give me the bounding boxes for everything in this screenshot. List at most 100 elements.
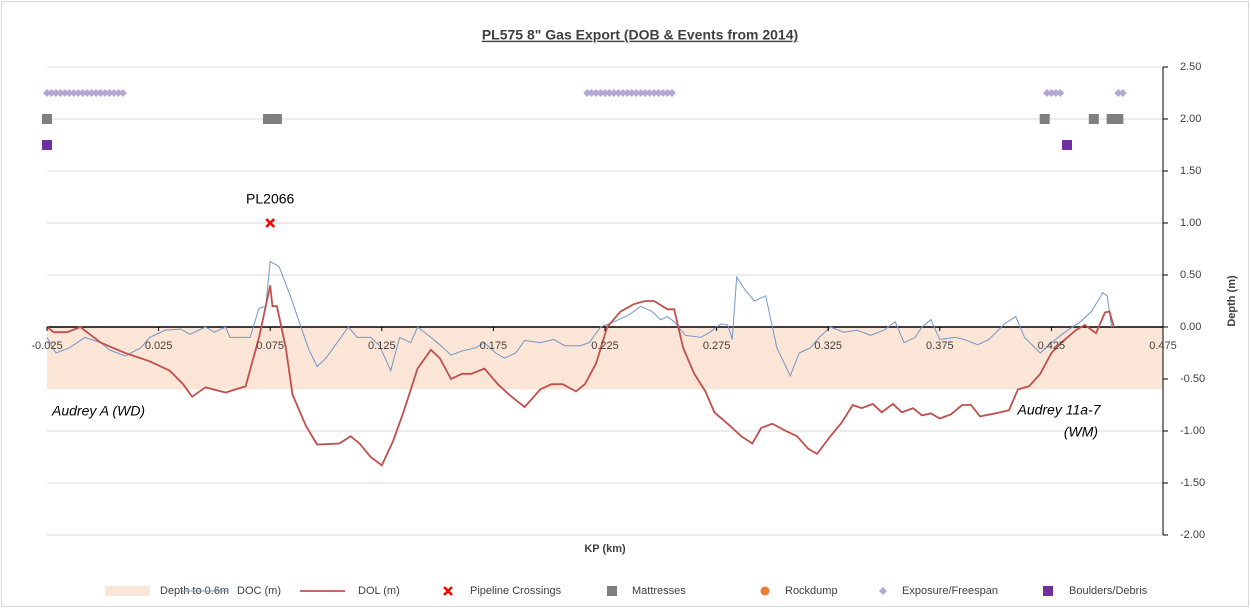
marker-diamond xyxy=(83,89,92,97)
marker-square xyxy=(1043,586,1053,596)
marker-diamond xyxy=(109,89,118,97)
marker-diamond xyxy=(1114,89,1123,97)
y-tick-label: 2.00 xyxy=(1180,113,1201,125)
marker-square xyxy=(271,114,282,124)
marker-diamond xyxy=(47,89,56,97)
marker-diamond xyxy=(618,89,627,97)
area xyxy=(47,327,1163,390)
marker-diamond xyxy=(101,89,110,97)
annotation: Audrey A (WD) xyxy=(51,403,145,419)
marker-square xyxy=(42,140,52,150)
marker-circle xyxy=(760,586,770,596)
marker-diamond xyxy=(1051,89,1060,97)
marker-square xyxy=(607,586,617,596)
x-tick-label: 0.425 xyxy=(1038,340,1066,352)
marker-diamond xyxy=(69,89,78,97)
marker-diamond xyxy=(654,89,663,97)
chart-title: PL575 8" Gas Export (DOB & Events from 2… xyxy=(482,27,798,43)
marker-square xyxy=(1039,114,1050,124)
legend-label: Mattresses xyxy=(632,585,686,597)
legend-swatch xyxy=(105,586,150,596)
annotation: PL2066 xyxy=(246,191,294,207)
y-tick-label: 1.00 xyxy=(1180,217,1201,229)
y-tick-label: 0.50 xyxy=(1180,269,1201,281)
legend-label: DOL (m) xyxy=(358,585,400,597)
marker-square xyxy=(1062,140,1073,150)
x-tick-label: 0.225 xyxy=(591,340,619,352)
marker-square xyxy=(1113,114,1124,124)
x-tick-label: 0.125 xyxy=(368,340,396,352)
marker-diamond xyxy=(623,89,632,97)
marker-square xyxy=(1106,114,1117,124)
y-tick-label: -1.50 xyxy=(1180,477,1205,489)
y-tick-label: 1.50 xyxy=(1180,165,1201,177)
line xyxy=(46,285,1115,467)
marker-square xyxy=(262,114,273,124)
x-tick-label: 0.175 xyxy=(480,340,508,352)
y-axis-label: Depth (m) xyxy=(1226,275,1238,327)
annotation: Audrey 11a-7 xyxy=(1016,402,1101,418)
y-tick-label: -2.00 xyxy=(1180,529,1205,541)
x-tick-label: 0.325 xyxy=(814,340,842,352)
marker-square xyxy=(1088,114,1099,124)
marker-diamond xyxy=(114,89,123,97)
marker-diamond xyxy=(1042,89,1051,97)
marker-diamond xyxy=(74,89,83,97)
marker-diamond xyxy=(1056,89,1065,97)
marker-diamond xyxy=(51,89,60,97)
marker-diamond xyxy=(601,89,609,97)
marker-diamond xyxy=(667,89,676,97)
marker-diamond xyxy=(645,89,654,97)
x-tick-label: 0.025 xyxy=(145,340,173,352)
y-tick-label: -1.00 xyxy=(1180,425,1205,437)
marker-diamond xyxy=(609,89,618,97)
y-tick-label: -0.50 xyxy=(1180,373,1205,385)
legend: Depth to 0.6m DOC (m) DOL (m) Pipeline Cros… xyxy=(105,585,1148,597)
legend-label: Boulders/Debris xyxy=(1069,585,1148,597)
x-tick-label: 0.475 xyxy=(1149,340,1177,352)
y-tick-label: 0.00 xyxy=(1180,321,1201,333)
legend-label: DOC (m) xyxy=(237,585,281,597)
marker-diamond xyxy=(87,89,96,97)
marker-diamond xyxy=(632,89,641,97)
marker-diamond xyxy=(105,89,114,97)
marker-diamond xyxy=(659,89,668,97)
marker-diamond xyxy=(78,89,87,97)
marker-diamond xyxy=(592,89,601,97)
marker-diamond xyxy=(636,89,645,97)
plot-area xyxy=(42,66,1163,536)
marker-x xyxy=(265,218,276,228)
marker-diamond xyxy=(627,89,636,97)
legend-label: Exposure/Freespan xyxy=(902,585,998,597)
marker-diamond xyxy=(879,587,887,595)
legend-label: Rockdump xyxy=(785,585,838,597)
marker-diamond xyxy=(92,89,101,97)
marker-diamond xyxy=(43,89,51,97)
marker-diamond xyxy=(1118,89,1127,97)
marker-diamond xyxy=(60,89,69,97)
marker-diamond xyxy=(596,89,605,97)
marker-square xyxy=(42,114,52,124)
x-tick-label: -0.025 xyxy=(31,340,62,352)
marker-diamond xyxy=(96,89,105,97)
annotation: (WM) xyxy=(1064,424,1098,440)
x-axis-label: KP (km) xyxy=(584,543,626,555)
marker-diamond xyxy=(56,89,65,97)
x-tick-label: 0.275 xyxy=(703,340,731,352)
marker-diamond xyxy=(605,89,614,97)
y-tick-label: 2.50 xyxy=(1180,61,1201,73)
marker-diamond xyxy=(650,89,659,97)
marker-diamond xyxy=(587,89,596,97)
line xyxy=(46,260,1113,378)
marker-diamond xyxy=(663,89,672,97)
marker-diamond xyxy=(583,89,592,97)
marker-diamond xyxy=(1047,89,1056,97)
marker-diamond xyxy=(118,89,127,97)
x-tick-label: 0.375 xyxy=(926,340,954,352)
marker-x xyxy=(443,586,453,596)
marker-diamond xyxy=(614,89,623,97)
marker-diamond xyxy=(641,89,650,97)
legend-label: Pipeline Crossings xyxy=(470,585,562,597)
